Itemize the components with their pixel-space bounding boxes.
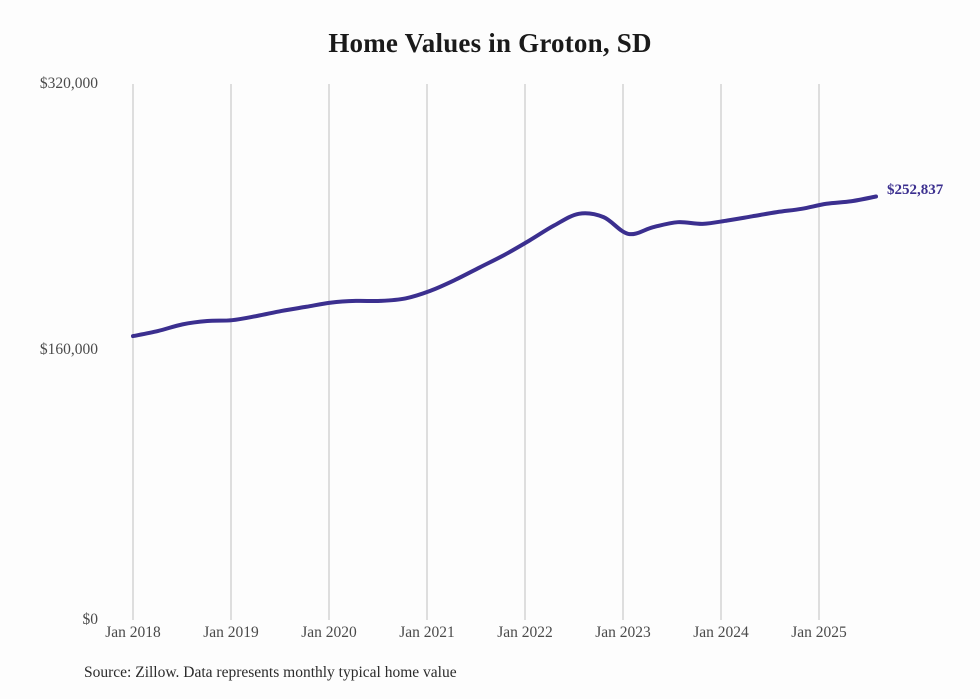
end-value-label: $252,837 bbox=[887, 182, 944, 199]
x-axis-tick-jan-2022: Jan 2022 bbox=[497, 624, 553, 641]
y-axis-tick-160000: $160,000 bbox=[39, 341, 98, 358]
gridlines bbox=[132, 84, 820, 620]
x-axis-tick-jan-2023: Jan 2023 bbox=[595, 624, 651, 641]
y-axis-tick-320000: $320,000 bbox=[39, 75, 98, 92]
x-axis-tick-jan-2019: Jan 2019 bbox=[203, 624, 259, 641]
home-value-series-line bbox=[131, 194, 878, 339]
chart-title: Home Values in Groton, SD bbox=[328, 28, 652, 58]
x-axis-tick-jan-2024: Jan 2024 bbox=[693, 624, 749, 641]
x-axis-tick-jan-2025: Jan 2025 bbox=[791, 624, 847, 641]
y-axis-tick-0: $0 bbox=[82, 611, 99, 628]
x-axis-tick-jan-2018: Jan 2018 bbox=[105, 624, 161, 641]
chart-footnote: Source: Zillow. Data represents monthly … bbox=[84, 664, 457, 681]
x-axis-tick-jan-2021: Jan 2021 bbox=[399, 624, 455, 641]
x-axis-tick-jan-2020: Jan 2020 bbox=[301, 624, 357, 641]
